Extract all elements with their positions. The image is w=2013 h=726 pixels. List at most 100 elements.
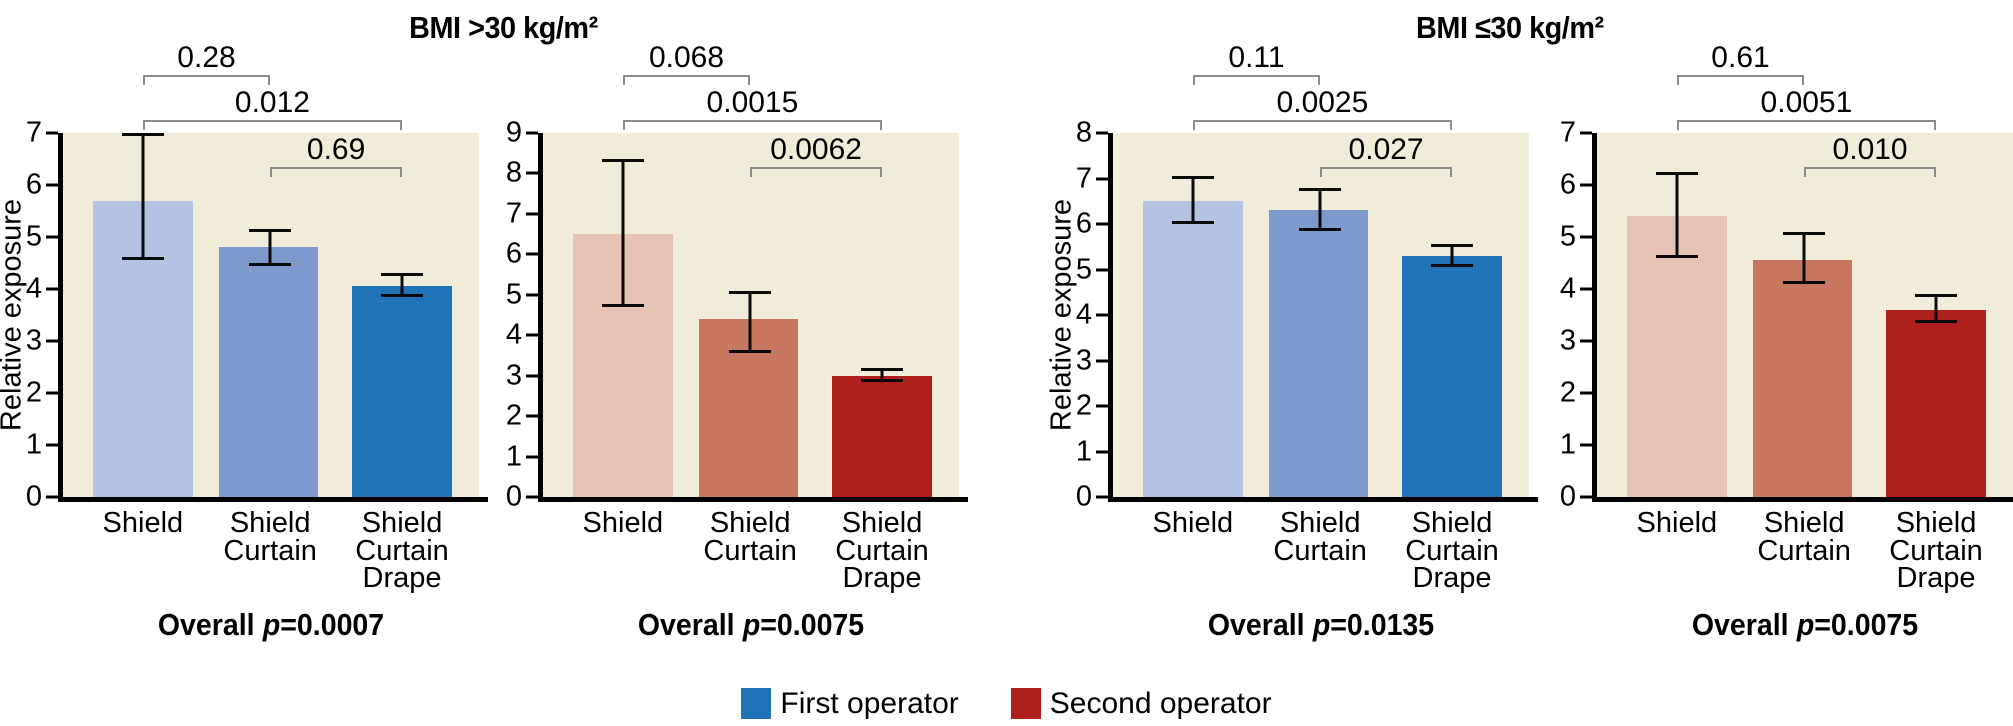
y-tick-label: 1 bbox=[1559, 428, 1576, 461]
error-bar-cap-bottom bbox=[1915, 319, 1958, 323]
y-tick bbox=[1096, 450, 1108, 453]
x-tick-label-shield-curtain: Shield Curtain bbox=[703, 509, 797, 567]
y-tick-label: 4 bbox=[1075, 298, 1092, 331]
overall-p-prefix: Overall bbox=[1207, 607, 1305, 642]
error-bar-cap-top bbox=[1431, 244, 1474, 248]
x-axis-line bbox=[1592, 497, 2013, 502]
overall-p-prefix: Overall bbox=[157, 607, 255, 642]
error-bar-cap-bottom bbox=[1431, 264, 1474, 268]
y-tick-label: 3 bbox=[505, 359, 522, 392]
p-bracket-shield-vs-shield-curtain-drape: 0.0015 bbox=[622, 86, 883, 130]
x-tick-label-shield-curtain: Shield Curtain bbox=[1273, 507, 1367, 565]
legend-item-first-operator: First operator bbox=[741, 687, 959, 720]
legend-label: First operator bbox=[780, 687, 959, 720]
error-bar-line bbox=[268, 229, 272, 266]
y-tick-label: 9 bbox=[505, 116, 522, 149]
p-symbol: p bbox=[1796, 607, 1815, 642]
y-axis-line bbox=[538, 133, 543, 502]
overall-p-number: 0.0075 bbox=[776, 607, 865, 642]
equals-sign: = bbox=[1330, 607, 1347, 642]
error-bar-cap-bottom bbox=[861, 378, 904, 382]
p-bracket-shield-vs-shield-curtain-drape: 0.012 bbox=[142, 86, 403, 130]
error-bar-line bbox=[880, 367, 884, 382]
y-tick-label: 8 bbox=[1075, 116, 1092, 149]
y-tick bbox=[1580, 391, 1592, 395]
y-tick-label: 6 bbox=[1075, 207, 1092, 240]
y-tick-label: 6 bbox=[505, 237, 522, 270]
panel-bmi-gt30-second-operator: 0 1 2 3 4 5 6 7 8 9 0.068 0.0015 0.0062 Shield Shield C… bbox=[506, 41, 968, 642]
equals-sign: = bbox=[280, 607, 297, 642]
p-bracket-shield-vs-shield-curtain: 0.11 bbox=[1192, 41, 1321, 85]
overall-p-text: Overall p=0.0135 bbox=[1208, 607, 1434, 643]
x-tick-label-shield-curtain-drape: Shield Curtain Drape bbox=[1405, 509, 1499, 594]
p-value-label: 0.0062 bbox=[770, 133, 862, 166]
bar-shield-curtain bbox=[1752, 260, 1853, 497]
error-bar-cap-bottom bbox=[249, 262, 292, 266]
error-bar-shield-curtain bbox=[249, 229, 292, 266]
error-bar-cap-top bbox=[601, 159, 644, 163]
y-tick bbox=[46, 183, 58, 187]
error-bar-shield bbox=[1655, 172, 1698, 258]
bar-shield-curtain bbox=[1268, 210, 1369, 497]
group-title-bmi-gt30-text: BMI >30 kg/m² bbox=[408, 10, 598, 45]
legend-swatch-first-operator bbox=[741, 688, 772, 719]
y-tick-label: 0 bbox=[1075, 480, 1092, 513]
error-bar-line bbox=[1934, 294, 1938, 323]
overall-p-text: Overall p=0.0007 bbox=[158, 607, 384, 643]
error-bar-shield-curtain-drape bbox=[1915, 294, 1958, 323]
overall-p-text: Overall p=0.0075 bbox=[638, 607, 864, 643]
y-tick-label: 0 bbox=[505, 480, 522, 513]
y-tick bbox=[1580, 339, 1592, 343]
x-tick-label-line: Shield bbox=[1279, 507, 1361, 539]
p-symbol: p bbox=[262, 607, 281, 642]
x-axis-line bbox=[538, 497, 968, 502]
y-tick bbox=[46, 287, 58, 291]
x-tick-label-shield: Shield bbox=[1153, 509, 1234, 538]
y-tick bbox=[46, 339, 58, 343]
group-title-bmi-le30-text: BMI ≤30 kg/m² bbox=[1415, 10, 1604, 45]
y-tick-label: 7 bbox=[505, 197, 522, 230]
y-tick bbox=[46, 235, 58, 239]
p-bracket-shield-vs-shield-curtain-drape: 0.0025 bbox=[1192, 86, 1453, 130]
y-tick bbox=[1580, 131, 1592, 135]
error-bar-cap-top bbox=[1299, 187, 1342, 191]
error-bar-shield bbox=[1171, 176, 1214, 224]
error-bar-cap-top bbox=[1171, 176, 1214, 180]
y-tick bbox=[46, 443, 58, 447]
y-tick-label: 0 bbox=[1559, 480, 1576, 513]
bar-shield-curtain-drape bbox=[1886, 309, 1986, 497]
y-tick bbox=[526, 333, 538, 337]
y-tick bbox=[526, 293, 538, 297]
error-bar-shield bbox=[121, 133, 164, 261]
error-bar-line bbox=[1802, 231, 1806, 284]
p-value-label: 0.010 bbox=[1832, 133, 1908, 166]
y-tick-label: 8 bbox=[505, 156, 522, 189]
y-tick bbox=[1580, 235, 1592, 239]
overall-p-value: Overall p=0.0135 bbox=[1073, 607, 1569, 643]
error-bar-line bbox=[1318, 187, 1322, 231]
overall-p-prefix: Overall bbox=[637, 607, 735, 642]
y-tick bbox=[1096, 268, 1108, 271]
y-tick-label: 4 bbox=[505, 318, 522, 351]
y-tick bbox=[526, 252, 538, 256]
y-tick bbox=[1096, 495, 1108, 499]
bar-shield-curtain bbox=[698, 319, 799, 497]
x-tick-label-line: Drape bbox=[1412, 562, 1492, 594]
x-tick-label-line: Curtain bbox=[1405, 534, 1499, 567]
y-tick-label: 0 bbox=[25, 480, 42, 513]
y-tick-label: 7 bbox=[1559, 116, 1576, 149]
x-axis-line bbox=[58, 497, 488, 502]
y-tick-label: 4 bbox=[25, 272, 42, 305]
bar-shield-curtain-drape bbox=[352, 286, 452, 497]
error-bar-line bbox=[1675, 172, 1679, 258]
x-tick-label-line: Curtain bbox=[703, 534, 797, 567]
x-tick-label-line: Shield bbox=[841, 507, 923, 539]
p-value-label: 0.0025 bbox=[1276, 86, 1369, 119]
y-tick-label: 1 bbox=[505, 440, 522, 473]
y-axis-line bbox=[1592, 133, 1597, 502]
y-axis-line bbox=[58, 133, 63, 502]
x-tick-label-line: Curtain bbox=[223, 534, 317, 567]
y-tick bbox=[1096, 359, 1108, 362]
y-tick bbox=[1580, 183, 1592, 187]
overall-p-number: 0.0135 bbox=[1346, 607, 1435, 642]
